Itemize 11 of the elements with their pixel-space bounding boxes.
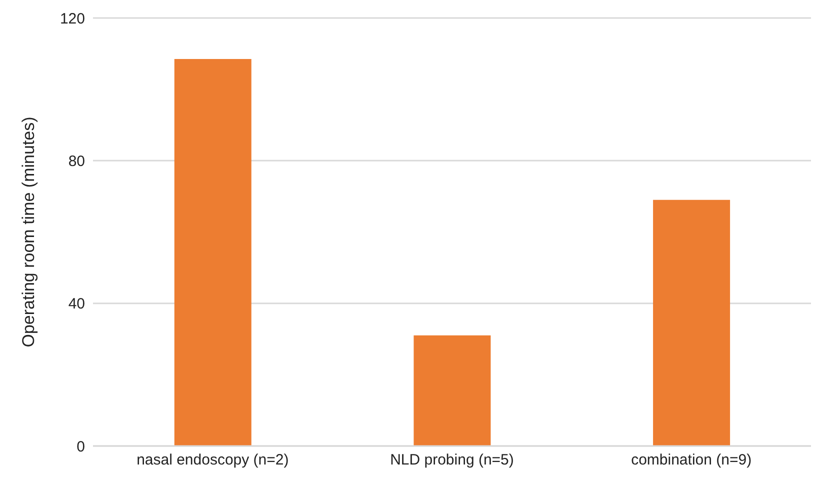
y-tick-label: 0 (76, 438, 85, 456)
y-tick-label: 80 (68, 152, 85, 170)
y-tick-label: 120 (60, 10, 85, 28)
y-axis-title: Operating room time (minutes) (19, 116, 38, 348)
y-tick-label: 40 (68, 296, 85, 313)
x-tick-label: NLD probing (n=5) (390, 452, 514, 469)
bar (414, 335, 491, 446)
bar (174, 59, 252, 446)
x-tick-label: combination (n=9) (631, 452, 752, 469)
bar (653, 200, 730, 446)
x-tick-label: nasal endoscopy (n=2) (136, 452, 289, 469)
